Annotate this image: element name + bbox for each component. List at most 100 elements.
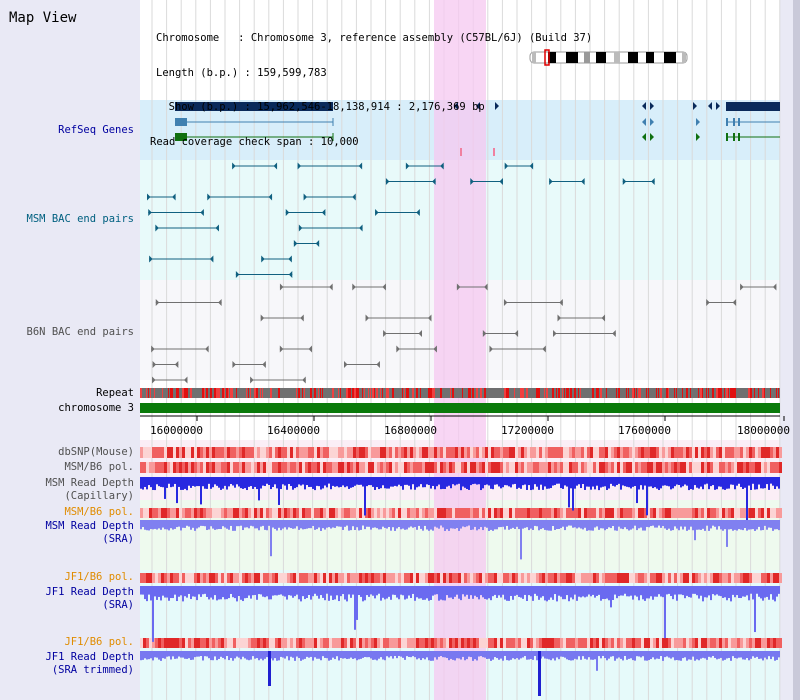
strand-arrow	[308, 345, 313, 353]
track-label-jf1-pol-1[interactable]: JF1/B6 pol.	[64, 571, 134, 583]
read-depth-bar	[330, 477, 332, 490]
strand-arrow	[352, 193, 356, 201]
read-depth-bar	[452, 651, 454, 660]
track-label-dbsnp[interactable]: dbSNP(Mouse)	[58, 446, 134, 458]
track-label-msm-read-cap[interactable]: MSM Read Depth	[45, 477, 134, 489]
polymorphism-cell	[584, 462, 587, 473]
read-depth-bar	[762, 520, 764, 531]
vertical-scrollbar[interactable]	[793, 0, 800, 700]
read-depth-bar	[524, 477, 526, 485]
polymorphism-cell	[455, 573, 458, 583]
read-depth-bar	[668, 520, 670, 529]
read-depth-bar	[398, 477, 400, 485]
axis-tick-label: 17600000	[618, 424, 671, 437]
polymorphism-cell	[563, 573, 566, 583]
strand-arrow	[261, 255, 265, 263]
read-depth-bar	[192, 477, 194, 486]
track-label-b6n-bac[interactable]: B6N BAC end pairs	[26, 326, 134, 338]
read-depth-bar	[362, 477, 364, 487]
read-depth-bar	[426, 520, 428, 530]
read-depth-bar	[676, 520, 678, 529]
polymorphism-cell	[311, 573, 314, 583]
read-depth-bar	[642, 477, 644, 490]
polymorphism-cell	[389, 447, 392, 458]
read-depth-bar	[352, 477, 354, 488]
read-depth-bar	[732, 586, 734, 595]
read-depth-bar	[328, 520, 330, 528]
polymorphism-cell	[752, 462, 755, 473]
polymorphism-cell	[716, 573, 719, 583]
polymorphism-cell	[185, 508, 188, 518]
read-depth-bar	[416, 586, 418, 598]
polymorphism-cell	[680, 508, 683, 518]
polymorphism-cell	[503, 508, 506, 518]
read-depth-bar	[562, 586, 564, 600]
read-depth-bar	[654, 477, 656, 488]
polymorphism-cell	[596, 638, 599, 648]
strand-arrow	[650, 133, 654, 141]
read-depth-bar	[464, 520, 466, 528]
repeat-mark	[578, 388, 579, 398]
polymorphism-cell	[734, 508, 737, 518]
polymorphism-cell	[389, 638, 392, 648]
strand-arrow	[503, 299, 508, 306]
read-depth-bar	[364, 477, 366, 516]
read-depth-bar	[678, 651, 680, 661]
track-label-jf1-read-sra[interactable]: JF1 Read Depth	[45, 586, 134, 598]
read-depth-bar	[494, 520, 496, 530]
track-label-msm-pol-1[interactable]: MSM/B6 pol.	[64, 461, 134, 473]
polymorphism-cell	[338, 638, 341, 648]
read-depth-bar	[542, 651, 544, 657]
polymorphism-cell	[683, 573, 686, 583]
read-depth-bar	[440, 520, 442, 526]
track-label-msm-read-sra[interactable]: MSM Read Depth	[45, 520, 134, 532]
read-depth-bar	[200, 477, 202, 505]
read-depth-bar	[652, 477, 654, 489]
read-depth-bar	[222, 477, 224, 489]
read-depth-bar	[572, 520, 574, 528]
read-depth-bar	[258, 520, 260, 531]
polymorphism-cell	[404, 447, 407, 458]
polymorphism-cell	[353, 573, 356, 583]
track-label-refseq[interactable]: RefSeq Genes	[58, 124, 134, 136]
track-label-jf1-read-trim[interactable]: JF1 Read Depth	[45, 651, 134, 663]
read-depth-bar	[358, 651, 360, 660]
read-depth-bar	[262, 520, 264, 526]
read-depth-bar	[422, 520, 424, 531]
track-label-msm-bac[interactable]: MSM BAC end pairs	[26, 213, 134, 225]
polymorphism-cell	[320, 462, 323, 473]
polymorphism-cell	[488, 638, 491, 648]
polymorphism-cell	[626, 573, 629, 583]
polymorphism-cell	[275, 447, 278, 458]
read-depth-bar	[514, 477, 516, 484]
polymorphism-cell	[179, 638, 182, 648]
read-depth-bar	[440, 651, 442, 657]
strand-arrow	[302, 376, 306, 384]
polymorphism-cell	[500, 462, 503, 473]
read-depth-bar	[706, 586, 708, 598]
polymorphism-cell	[221, 638, 224, 648]
read-depth-bar	[186, 520, 188, 526]
polymorphism-cell	[770, 462, 773, 473]
read-depth-bar	[476, 586, 478, 598]
polymorphism-cell	[539, 638, 542, 648]
strand-arrow	[382, 283, 386, 291]
polymorphism-cell	[734, 638, 737, 648]
polymorphism-cell	[503, 638, 506, 648]
read-depth-bar	[650, 520, 652, 527]
read-depth-bar	[534, 586, 536, 594]
read-depth-bar	[538, 477, 540, 490]
track-label-msm-pol-2[interactable]: MSM/B6 pol.	[64, 506, 134, 518]
polymorphism-cell	[590, 508, 593, 518]
polymorphism-cell	[578, 638, 581, 648]
track-label-repeat[interactable]: Repeat	[96, 387, 134, 399]
polymorphism-cell	[581, 508, 584, 518]
read-depth-bar	[192, 520, 194, 528]
read-depth-bar	[304, 586, 306, 600]
read-depth-bar	[776, 520, 778, 530]
read-depth-bar	[246, 586, 248, 598]
read-depth-bar	[174, 477, 176, 484]
track-label-jf1-pol-2[interactable]: JF1/B6 pol.	[64, 636, 134, 648]
repeat-mark	[632, 388, 634, 398]
